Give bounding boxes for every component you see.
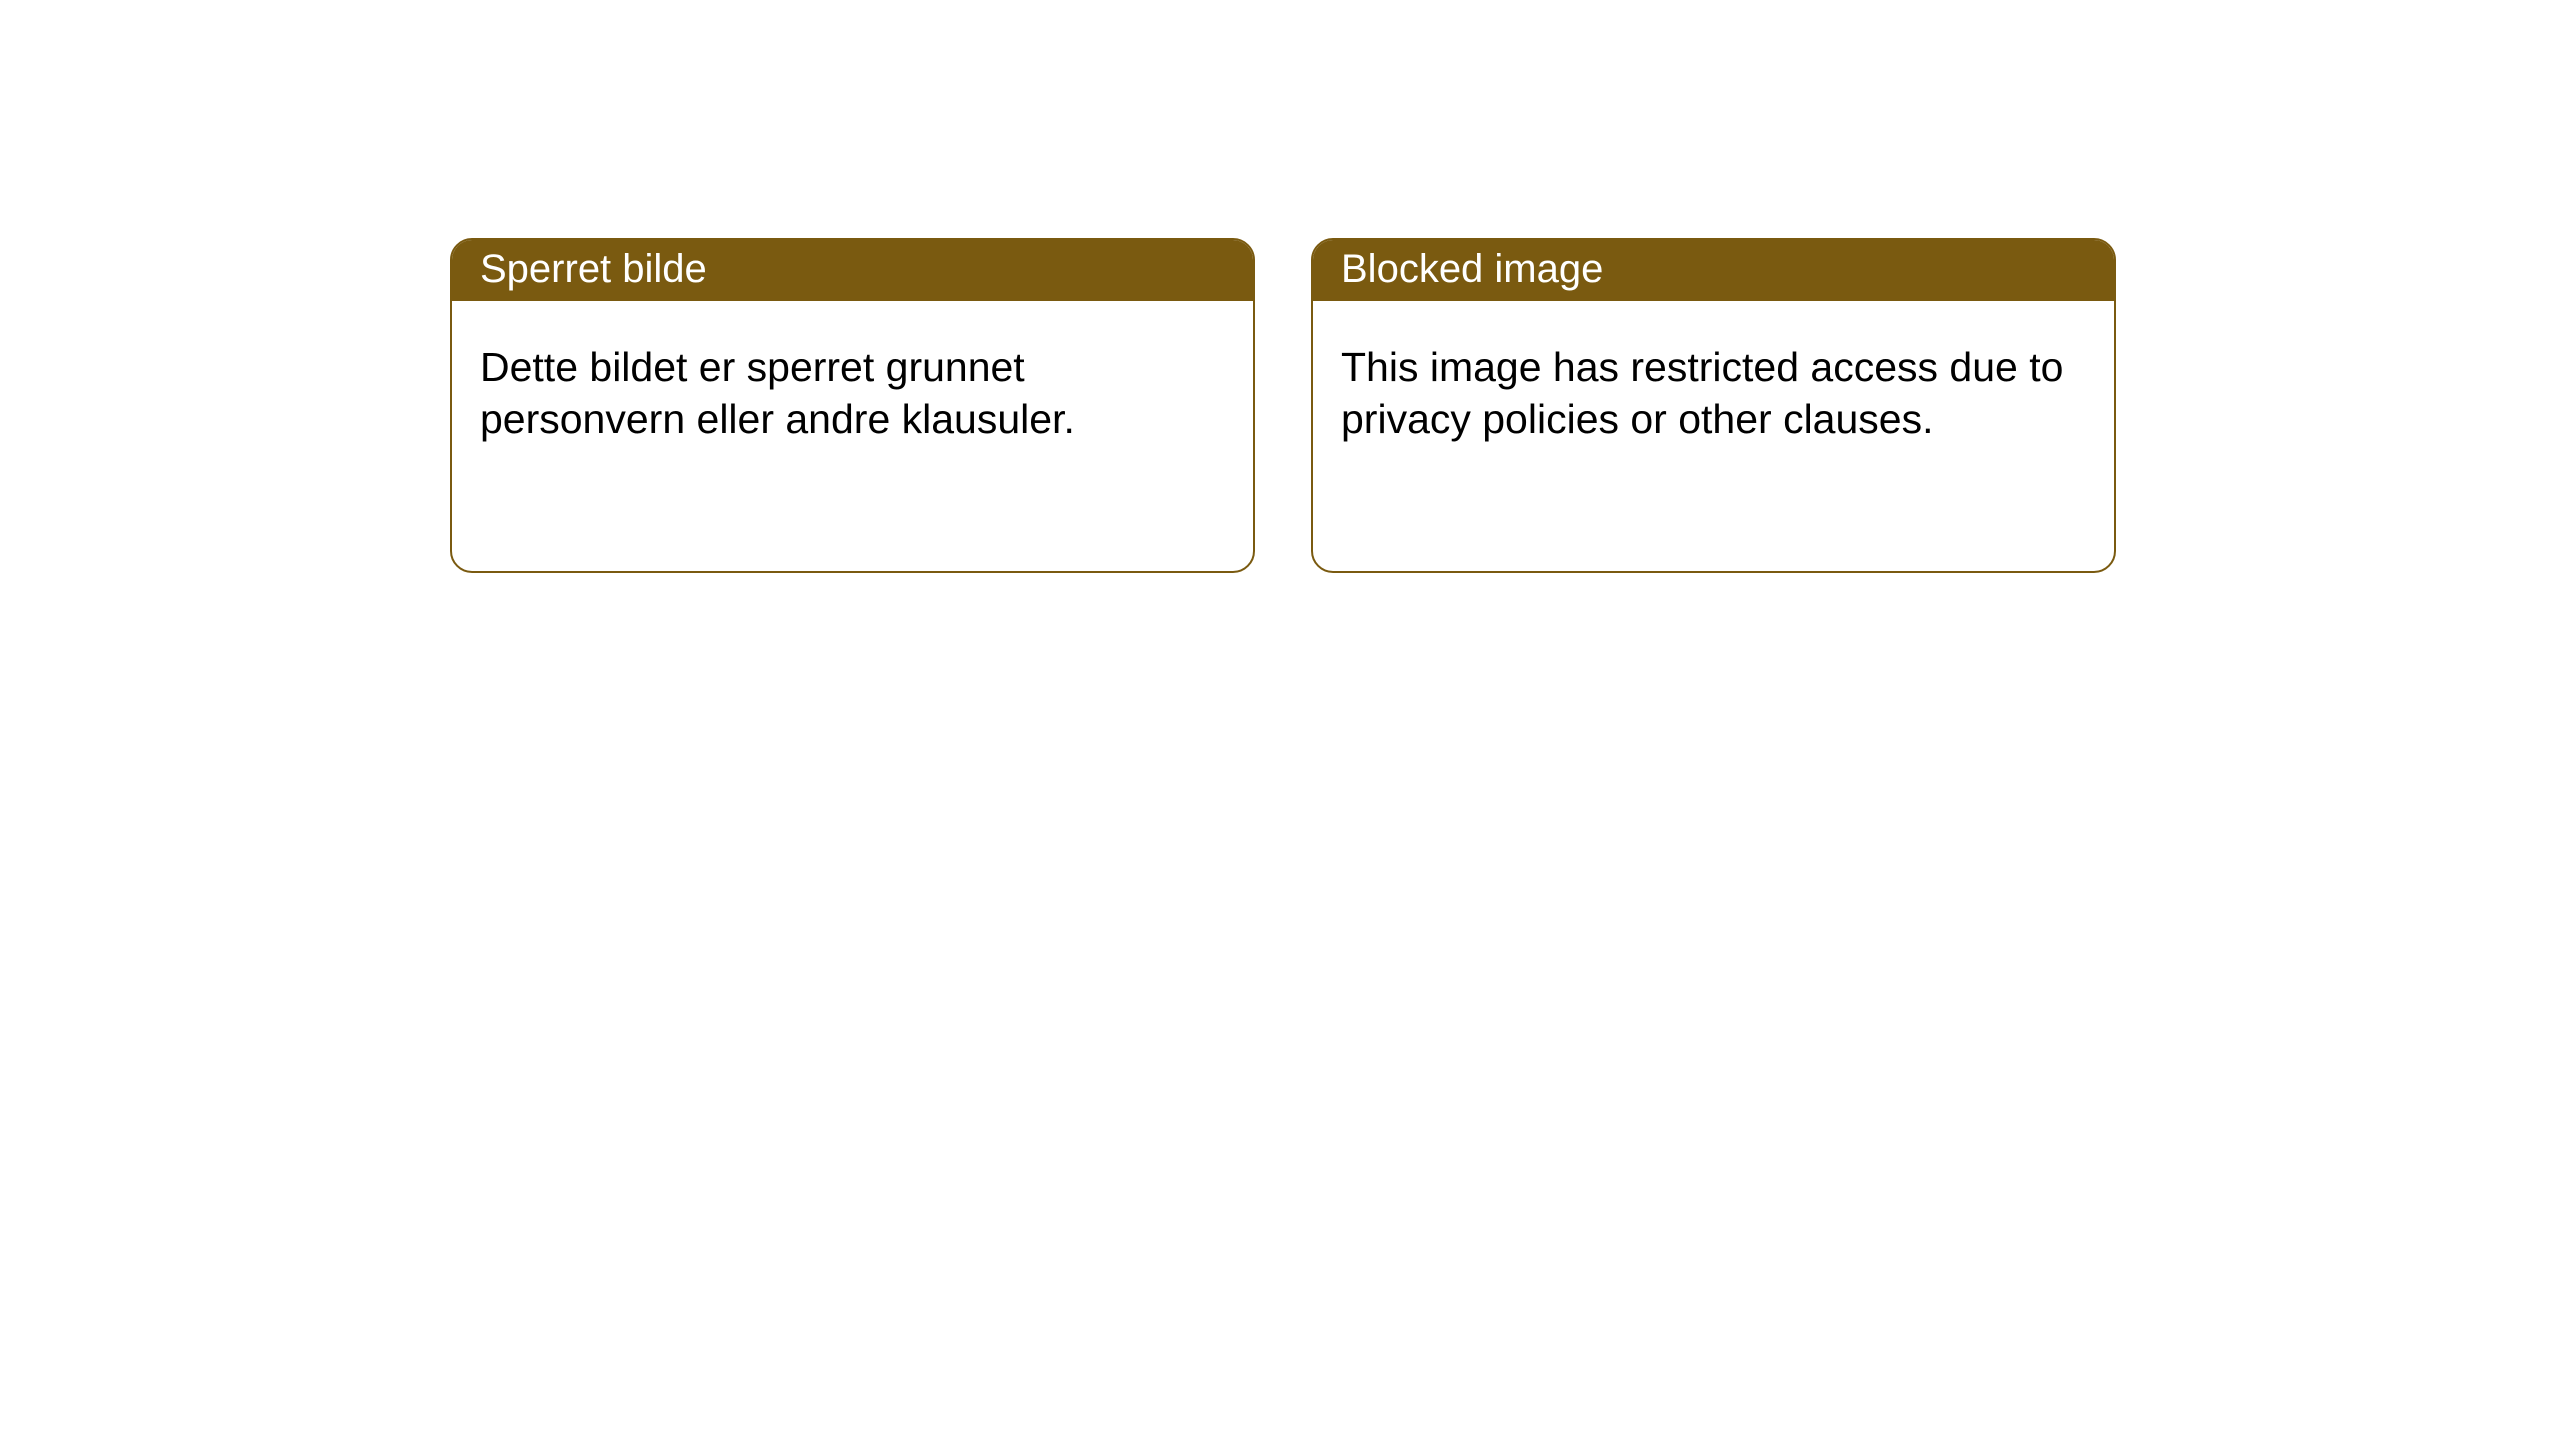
notice-container: Sperret bilde Dette bildet er sperret gr… — [0, 0, 2560, 573]
notice-box-no: Sperret bilde Dette bildet er sperret gr… — [450, 238, 1255, 573]
notice-box-en: Blocked image This image has restricted … — [1311, 238, 2116, 573]
notice-title-no: Sperret bilde — [452, 240, 1253, 301]
notice-title-en: Blocked image — [1313, 240, 2114, 301]
notice-body-no: Dette bildet er sperret grunnet personve… — [452, 301, 1253, 473]
notice-body-en: This image has restricted access due to … — [1313, 301, 2114, 473]
